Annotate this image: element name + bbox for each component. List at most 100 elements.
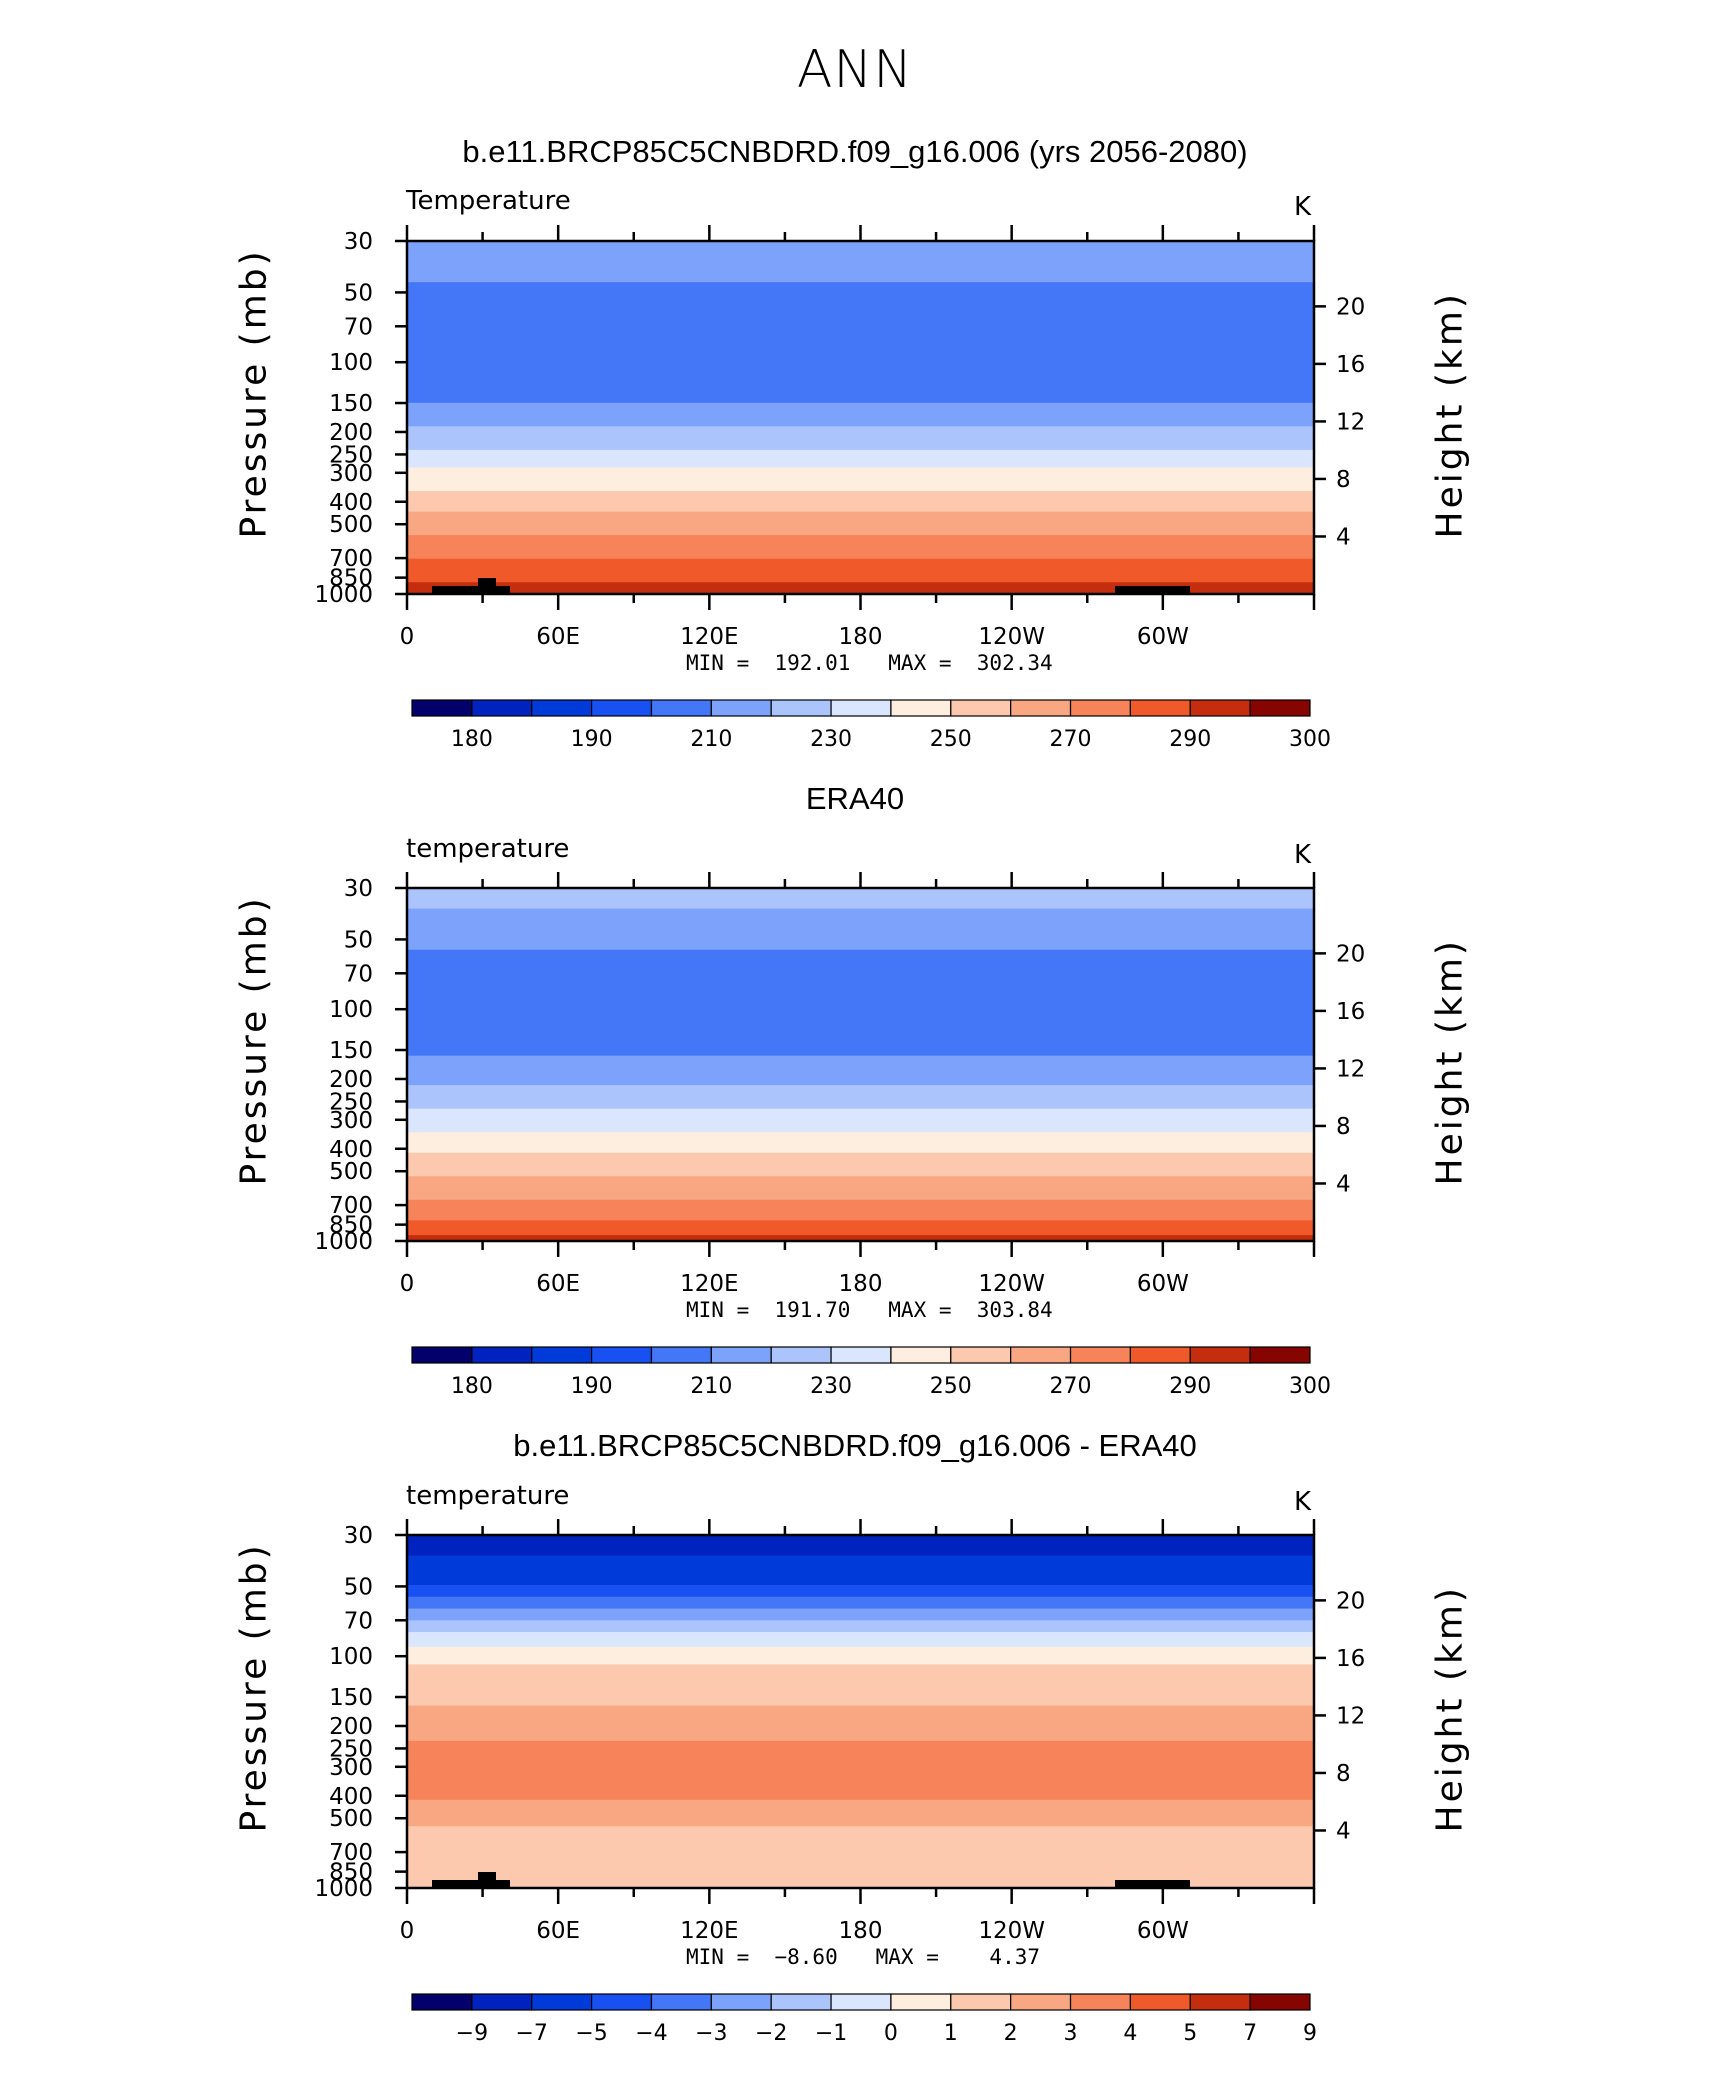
contour-band [407, 1743, 1314, 1748]
contour-band [407, 896, 1314, 901]
colorbar-label: −1 [815, 2021, 847, 2046]
contour-band [407, 541, 1314, 545]
contour-band [407, 973, 1314, 977]
contour-band [407, 1796, 1314, 1801]
contour-band [407, 1085, 1314, 1089]
contour-band [407, 1687, 1314, 1692]
contour-band [407, 1849, 1314, 1854]
contour-band [407, 279, 1314, 283]
contour-band [407, 1823, 1314, 1827]
contour-band [407, 252, 1314, 257]
contour-band [407, 1123, 1314, 1127]
contour-band [407, 1573, 1314, 1577]
contour-band [407, 1879, 1314, 1883]
contour-band [407, 320, 1314, 324]
topography-mask [478, 1872, 496, 1888]
x-tick-label: 60E [536, 1918, 580, 1944]
contour-band [407, 1832, 1314, 1836]
contour-band [407, 361, 1314, 366]
contour-band [407, 1779, 1314, 1783]
contour-band [407, 911, 1314, 916]
contour-band [407, 276, 1314, 280]
contour-band [407, 399, 1314, 404]
contour-band [407, 249, 1314, 254]
contour-band [407, 246, 1314, 251]
colorbar-swatch [1249, 1993, 1311, 2011]
contour-band [407, 1546, 1314, 1551]
contour-band [407, 1661, 1314, 1666]
contour-band [407, 1749, 1314, 1754]
contour-band [407, 1611, 1314, 1616]
topography-mask [432, 1880, 510, 1888]
contour-band [407, 311, 1314, 316]
y-tick-label: 250 [329, 1089, 373, 1115]
contour-band [407, 1632, 1314, 1636]
topography-mask [478, 578, 496, 594]
contour-band [407, 588, 1314, 592]
colorbar-label: −4 [635, 2021, 667, 2046]
y-tick-label: 250 [329, 1736, 373, 1762]
contour-band [407, 1735, 1314, 1739]
contour-band [407, 1149, 1314, 1154]
colorbar-swatch [650, 1346, 712, 1364]
contour-band [407, 938, 1314, 942]
contour-band [407, 1058, 1314, 1063]
contour-band [407, 888, 1314, 892]
right-y-tick-label: 16 [1336, 352, 1365, 378]
contour-band [407, 520, 1314, 524]
y-tick-label: 1000 [314, 1876, 373, 1902]
y-tick-label: 200 [329, 1067, 373, 1093]
contour-band [407, 1567, 1314, 1571]
contour-band [407, 1017, 1314, 1021]
contour-band [407, 914, 1314, 919]
colorbar-label: 210 [690, 1374, 732, 1399]
contour-band [407, 464, 1314, 469]
y-tick-label: 700 [329, 546, 373, 572]
contour-band [407, 526, 1314, 530]
contour-band [407, 1555, 1314, 1560]
right-y-tick-label: 4 [1336, 524, 1351, 550]
contour-band [407, 1126, 1314, 1130]
contour-band [407, 1623, 1314, 1627]
contour-band [407, 1105, 1314, 1110]
contour-band [407, 1011, 1314, 1016]
contour-band [407, 1732, 1314, 1736]
y-tick-label: 70 [344, 961, 373, 987]
contour-band [407, 570, 1314, 575]
contour-band [407, 288, 1314, 292]
colorbar-label: −5 [575, 2021, 607, 2046]
contour-band [407, 529, 1314, 533]
contour-band [407, 258, 1314, 263]
contour-band [407, 1543, 1314, 1548]
contour-band [407, 496, 1314, 501]
contour-band [407, 317, 1314, 322]
contour-band [407, 1758, 1314, 1763]
contour-band [407, 441, 1314, 445]
colorbar-label: 180 [451, 1374, 493, 1399]
y-tick-label: 1000 [314, 582, 373, 608]
contour-band [407, 1170, 1314, 1174]
contour-band [407, 1699, 1314, 1704]
contour-band [407, 1717, 1314, 1721]
topography-mask [1115, 586, 1190, 594]
contour-band [407, 920, 1314, 924]
contour-band [407, 1582, 1314, 1586]
contour-band [407, 1055, 1314, 1060]
contour-band [407, 476, 1314, 480]
contour-band [407, 1658, 1314, 1663]
contour-band [407, 455, 1314, 460]
contour-band [407, 296, 1314, 301]
contour-band [407, 1120, 1314, 1124]
contour-band [407, 988, 1314, 992]
contour-band [407, 538, 1314, 542]
colorbar-swatch [770, 1346, 832, 1364]
x-tick-label: 60W [1137, 1271, 1189, 1297]
contour-band [407, 1117, 1314, 1121]
contour-band [407, 1826, 1314, 1830]
contour-band [407, 964, 1314, 969]
contour-band [407, 1587, 1314, 1592]
contour-band [407, 314, 1314, 319]
contour-band [407, 1867, 1314, 1871]
